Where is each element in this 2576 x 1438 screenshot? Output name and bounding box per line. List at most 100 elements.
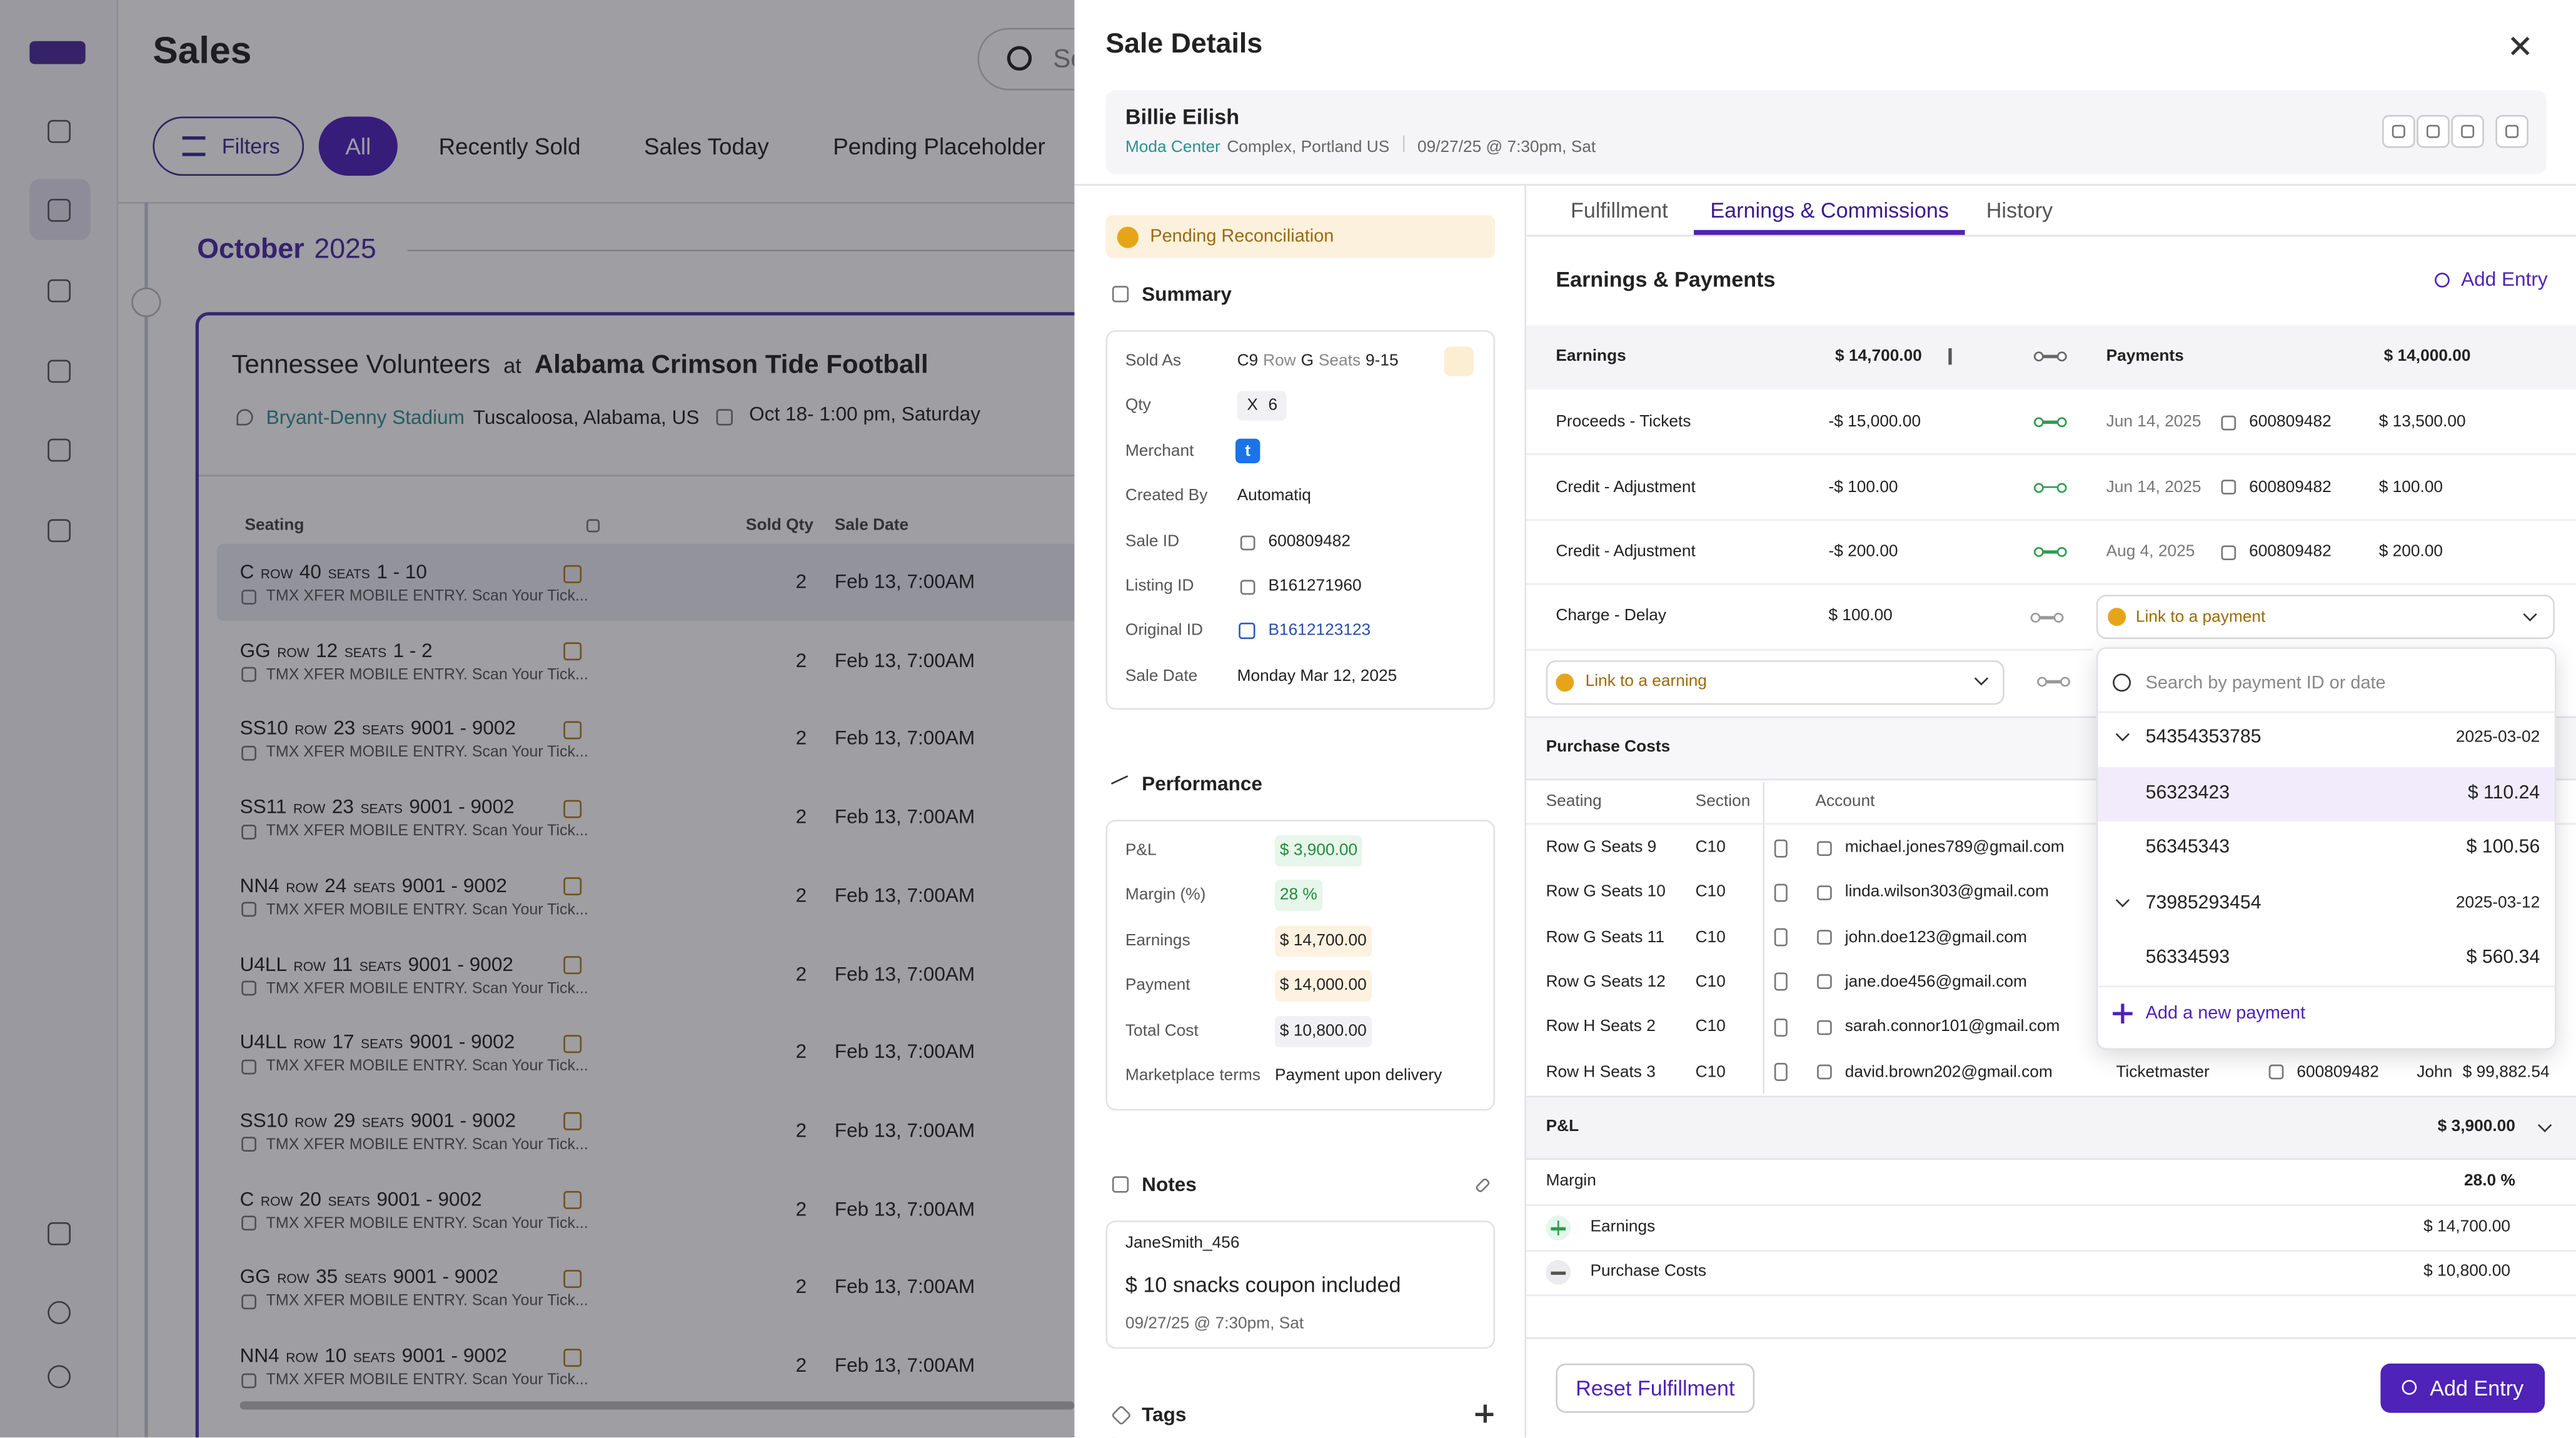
field-value: $ 3,900.00 [1275,835,1362,867]
row-highlight[interactable] [216,543,1088,621]
seats: 9001 - 9002 [410,1109,516,1132]
seats: 9001 - 9002 [409,1030,515,1053]
pl-row[interactable] [1526,1095,2576,1160]
section: C10 [1695,973,1726,992]
linked-icon [2056,547,2067,558]
ticket-icon [562,956,581,975]
nav-icon[interactable] [48,438,71,462]
earning-select[interactable] [1546,660,2005,705]
nav-icon[interactable] [48,279,71,303]
filters-icon [182,136,206,156]
cost: $ 99,882.54 [2462,1063,2550,1081]
filter-chip[interactable]: Pending Placeholder [833,133,1045,159]
nav-icon[interactable] [48,1365,71,1389]
tab[interactable]: Earnings & Commissions [1710,198,1949,223]
unlinked-icon [2037,676,2047,687]
seats-label: SEATS [359,958,402,973]
nav-icon[interactable] [48,198,71,222]
venue: Bryant-Denny Stadium [266,406,465,429]
seat-line: SS10 ROW 29 SEATS 9001 - 9002 [240,1109,516,1132]
add-entry[interactable]: Add Entry [2461,268,2548,291]
section: C10 [1695,1018,1726,1037]
earnings-value: $ 14,700.00 [2423,1218,2510,1237]
earning-amount: -$ 100.00 [1828,478,1898,496]
ticket-icon [1773,928,1787,947]
nav-icon[interactable] [48,360,71,383]
filter-chip[interactable]: Sales Today [644,133,769,159]
action-icon [2392,124,2405,138]
link-icon [2033,355,2067,358]
add-payment[interactable]: Add a new payment [2145,1003,2306,1023]
seats: 9001 - 9002 [410,716,516,740]
event-card [195,312,1116,1438]
ticket-icon [562,877,581,896]
qty: 2 [795,962,807,985]
row-label: ROW [293,958,326,973]
summary-card [1105,330,1496,710]
note-icon [240,1137,256,1152]
filter-chip[interactable]: Recently Sold [438,133,581,159]
seat-line: GG ROW 12 SEATS 1 - 2 [240,638,433,661]
option-amount: $ 110.24 [2467,783,2540,803]
action-button[interactable] [2451,114,2484,148]
link[interactable]: B1612123123 [1268,621,1371,640]
filter-chip-active[interactable] [318,116,398,176]
nav-icon[interactable] [48,1222,71,1245]
row-label: ROW [286,1350,318,1365]
field-label: Original ID [1125,622,1204,641]
reset-button[interactable] [1556,1363,1755,1413]
field-value: 28 % [1275,880,1322,912]
add-tag[interactable] [1483,1404,1486,1423]
option[interactable]: 56334593 [2145,948,2230,968]
row: 23 [331,795,354,818]
filters-button[interactable] [153,116,304,176]
search-input[interactable]: Search by payment ID or date [2145,673,2386,693]
tab[interactable]: Fulfillment [1570,198,1668,223]
account: linda.wilson303@gmail.com [1844,883,2049,902]
note: TMX XFER MOBILE ENTRY. Scan Your Tick... [266,744,588,762]
action-button[interactable] [2417,114,2450,148]
vendor: Ticketmaster [2116,1063,2210,1081]
copy-icon [2268,1064,2283,1080]
nav-icon[interactable] [48,519,71,543]
copy-icon [1239,579,1255,594]
select-value: Link to a payment [2135,608,2266,627]
seats: 9001 - 9002 [409,795,515,818]
row-divider [1526,1250,2576,1252]
payment-id: 600809482 [2249,413,2332,431]
sale-date: Feb 13, 7:00AM [834,1119,975,1142]
expand-button[interactable] [131,287,161,318]
option[interactable]: 56345343 [2145,838,2230,858]
action-button[interactable] [2382,114,2415,148]
margin-label: Margin [1546,1172,1596,1190]
note-text: $ 10 snacks coupon included [1125,1272,1401,1297]
action-button[interactable] [2495,114,2528,148]
timeline [144,202,148,1438]
action-icon [2461,124,2475,138]
option[interactable]: 56323423 [2145,783,2230,803]
payment-select[interactable] [2096,595,2555,640]
seats: 1 - 10 [376,560,427,583]
linked-icon [2033,547,2044,558]
seats-label: SEATS [328,566,370,582]
field-label: Created By [1125,487,1208,506]
payment-date: Jun 14, 2025 [2106,478,2201,496]
nav-icon[interactable] [48,1301,71,1324]
divider [1526,234,2576,237]
field-value: $ 14,000.00 [1275,970,1372,1002]
note-icon [240,588,256,604]
status-icon [1117,226,1139,248]
ticket-badge [1444,346,1474,376]
note-author: JaneSmith_456 [1125,1234,1240,1253]
total: $ 14,000.00 [2383,347,2471,366]
linked-icon [2056,482,2067,493]
tab[interactable]: History [1986,198,2053,223]
account: sarah.connor101@gmail.com [1844,1018,2060,1037]
field-label: Listing ID [1125,577,1194,596]
add-entry-icon [2402,1380,2417,1395]
note: TMX XFER MOBILE ENTRY. Scan Your Tick... [266,979,588,997]
note: TMX XFER MOBILE ENTRY. Scan Your Tick... [266,1292,588,1311]
ticket-icon [562,721,581,740]
nav-icon[interactable] [48,119,71,143]
